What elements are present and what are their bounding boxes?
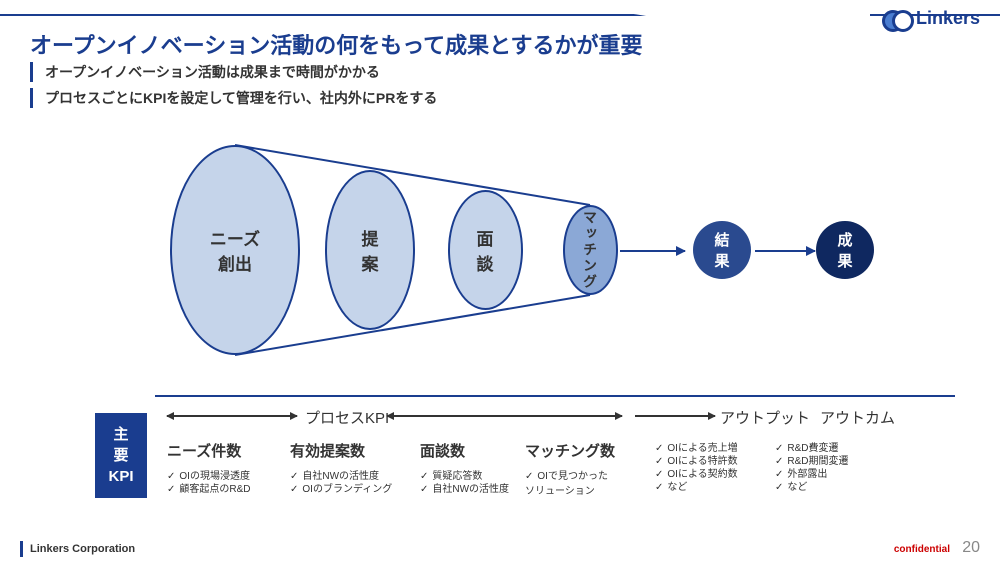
kpi-item-0-1: 顧客起点のR&D: [167, 480, 251, 495]
kpi-badge: 主 要 KPI: [95, 413, 147, 498]
kpi-item-1-1: OIのブランディング: [290, 480, 392, 495]
footer-company: Linkers Corporation: [30, 543, 135, 555]
funnel-stage-2: 面 談: [448, 190, 523, 310]
bullet-2: プロセスごとにKPIを設定して管理を行い、社内外にPRをする: [30, 88, 437, 108]
process-kpi-label: プロセスKPI: [305, 407, 389, 428]
funnel-stage-4: 結 果: [693, 221, 751, 279]
funnel-arrow-1: [755, 250, 815, 252]
slide-header: Linkers オープンイノベーション活動の何をもって成果とするかが重要: [0, 10, 1000, 60]
funnel-arrow-0: [620, 250, 685, 252]
logo: Linkers: [882, 8, 980, 29]
kpi-col-head-0: ニーズ件数: [167, 440, 241, 461]
funnel-stage-0: ニーズ 創出: [170, 145, 300, 355]
footer-page-number: 20: [962, 539, 980, 557]
kpi-item-3-0: OIで見つかった ソリューション: [525, 467, 608, 497]
kpi-top-rule: [155, 395, 955, 397]
funnel-stage-5: 成 果: [816, 221, 874, 279]
funnel-stage-1: 提 案: [325, 170, 415, 330]
output-label: アウトプット: [720, 407, 810, 428]
kpi-col-head-2: 面談数: [420, 440, 465, 461]
process-arrow-2: [387, 415, 622, 417]
footer-accent: [20, 541, 23, 557]
header-rule: [0, 14, 1000, 16]
funnel-diagram: ニーズ 創出提 案面 談マッチング 結 果 成 果: [120, 140, 910, 360]
kpi-col-head-3: マッチング数: [525, 440, 615, 461]
kpi-col-head-1: 有効提案数: [290, 440, 365, 461]
outcome-label: アウトカム: [820, 407, 895, 428]
process-arrow: [167, 415, 297, 417]
output-arrow: [635, 415, 715, 417]
kpi-item-2-1: 自社NWの活性度: [420, 480, 509, 495]
footer-confidential: confidential: [894, 544, 950, 555]
funnel-stage-3: マッチング: [563, 205, 618, 295]
kpi-item-4-3: など: [655, 478, 687, 493]
footer: Linkers Corporation confidential 20: [30, 543, 980, 555]
kpi-item-5-3: など: [775, 478, 807, 493]
logo-text: Linkers: [916, 8, 980, 29]
logo-icon: [882, 10, 914, 28]
bullet-1: オープンイノベーション活動は成果まで時間がかかる: [30, 62, 437, 82]
bullet-list: オープンイノベーション活動は成果まで時間がかかる プロセスごとにKPIを設定して…: [30, 56, 437, 114]
kpi-section: 主 要 KPI プロセスKPI アウトプット アウトカム ニーズ件数OIの現場浸…: [95, 395, 965, 530]
